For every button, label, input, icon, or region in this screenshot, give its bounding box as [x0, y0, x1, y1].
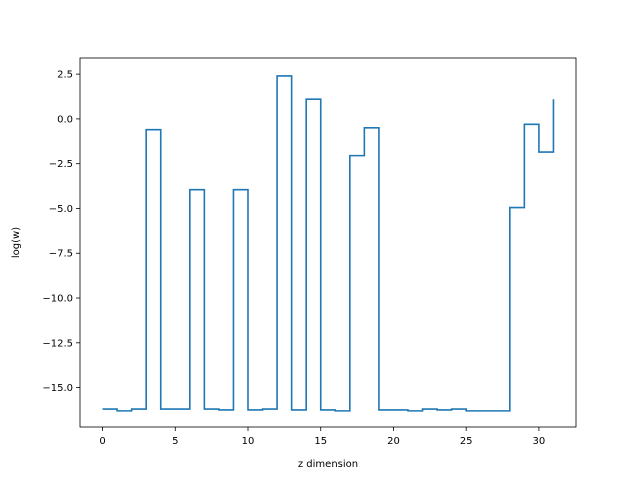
y-tick-label: −12.5: [42, 338, 73, 349]
axes-frame: [79, 57, 577, 428]
y-tick-label: −10.0: [42, 294, 73, 305]
x-tick-label: 5: [172, 436, 178, 447]
y-tick-label: 2.5: [57, 70, 73, 81]
x-axis-ticks: 0 5 10 15 20 25 30: [99, 427, 545, 447]
y-tick-label: −15.0: [42, 383, 73, 394]
y-tick-label: −2.5: [49, 159, 73, 170]
x-tick-label: 15: [314, 436, 327, 447]
x-tick-label: 25: [460, 436, 473, 447]
y-axis-label: log(w): [11, 227, 22, 258]
x-tick-label: 0: [99, 436, 105, 447]
y-tick-label: −7.5: [49, 249, 73, 260]
x-tick-label: 30: [533, 436, 546, 447]
x-axis-label: z dimension: [298, 459, 358, 470]
plot-layer: [102, 75, 555, 412]
x-tick-label: 20: [387, 436, 400, 447]
y-axis-ticks: 2.5 0.0 −2.5 −5.0 −7.5 −10.0 −12.5 −15.0: [42, 70, 80, 394]
x-tick-label: 10: [242, 436, 255, 447]
y-tick-label: −5.0: [49, 204, 73, 215]
y-tick-label: 0.0: [57, 114, 73, 125]
series-line-0: [102, 75, 555, 412]
